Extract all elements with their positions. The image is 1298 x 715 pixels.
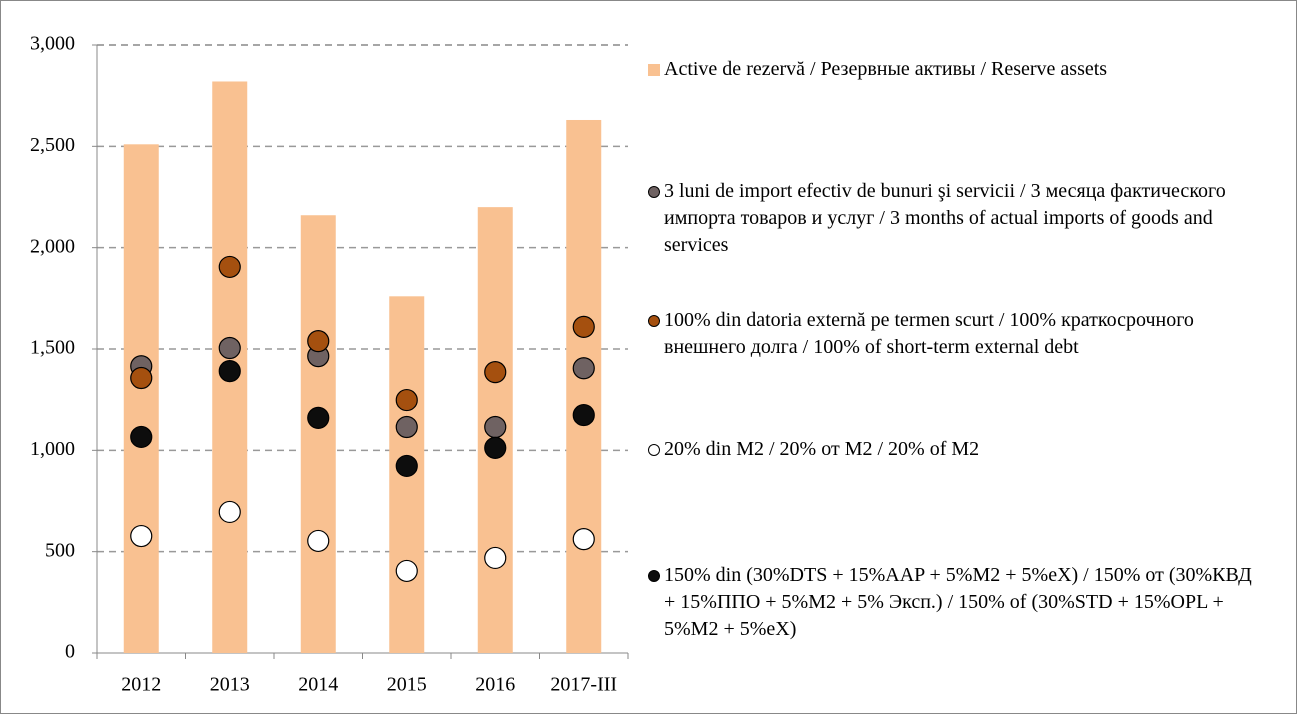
legend-item: Active de rezervă / Резервные активы / R… [648,56,1258,83]
legend-item: 100% din datoria externă pe termen scurt… [648,307,1258,361]
legend-swatch [648,444,660,456]
y-tick-label: 2,000 [30,235,75,257]
y-tick-label: 3,000 [30,33,75,55]
marker [484,436,507,460]
legend-label: Active de rezervă / Резервные активы / R… [664,58,1108,80]
legend-swatch [648,64,660,76]
marker [307,529,330,553]
marker [395,454,418,478]
y-tick-label: 0 [65,641,75,663]
marker [395,559,418,583]
legend-label: 20% din M2 / 20% от M2 / 20% of M2 [664,438,980,460]
marker [130,425,153,449]
bar [566,119,602,653]
marker [572,357,595,380]
marker [130,366,153,390]
marker [572,315,595,339]
marker [484,546,507,570]
bar [123,144,159,653]
legend-label: 100% din datoria externă pe termen scurt… [664,309,1194,358]
marker [572,403,595,427]
bar [300,215,336,654]
y-tick-label: 500 [45,539,75,561]
marker [572,528,595,551]
x-tick-label: 2016 [475,674,515,696]
legend-label: 3 luni de import efectiv de bunuri şi se… [664,180,1226,256]
x-tick-label: 2012 [121,674,161,696]
legend-item: 3 luni de import efectiv de bunuri şi se… [648,178,1258,259]
marker [130,524,153,548]
legend-item: 20% din M2 / 20% от M2 / 20% of M2 [648,436,1258,463]
y-tick-label: 1,500 [30,337,75,359]
marker [484,361,507,384]
marker [218,255,241,279]
legend-swatch [648,186,660,198]
x-tick-label: 2013 [210,674,250,696]
x-tick-label: 2017-III [550,674,617,696]
x-tick-label: 2014 [298,674,338,696]
y-tick-label: 2,500 [30,134,75,156]
marker [218,336,241,360]
y-tick-label: 1,000 [30,438,75,460]
marker [484,415,507,439]
marker [395,388,418,412]
legend-swatch [648,315,660,327]
legend-label: 150% din (30%DTS + 15%AAP + 5%M2 + 5%eX)… [664,564,1252,640]
marker [307,406,330,430]
marker [218,359,241,383]
x-tick-label: 2015 [387,674,427,696]
marker [218,500,241,524]
legend-swatch [648,570,660,582]
marker [395,415,418,439]
legend-item: 150% din (30%DTS + 15%AAP + 5%M2 + 5%eX)… [648,562,1258,643]
marker [307,329,330,353]
